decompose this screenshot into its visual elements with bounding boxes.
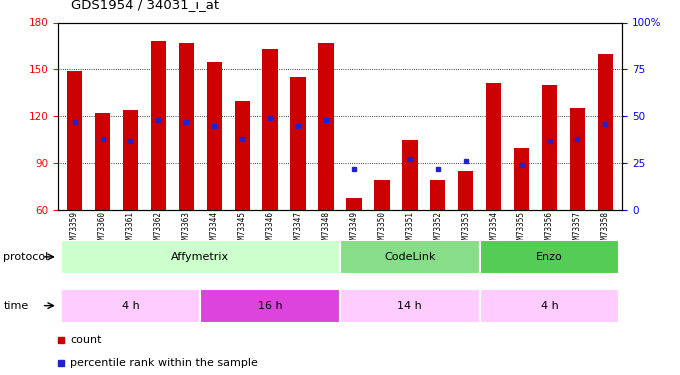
Bar xyxy=(598,54,613,210)
Text: 16 h: 16 h xyxy=(258,301,282,310)
Bar xyxy=(290,77,306,210)
Bar xyxy=(402,140,418,210)
Bar xyxy=(262,49,278,210)
Bar xyxy=(67,71,82,210)
Bar xyxy=(61,240,340,274)
Bar xyxy=(151,41,166,210)
Text: percentile rank within the sample: percentile rank within the sample xyxy=(70,358,258,368)
Bar xyxy=(430,180,445,210)
Bar xyxy=(61,289,201,322)
Bar xyxy=(179,43,194,210)
Bar xyxy=(570,108,585,210)
Text: count: count xyxy=(70,335,102,345)
Bar xyxy=(123,110,138,210)
Text: time: time xyxy=(3,301,29,310)
Text: GDS1954 / 34031_i_at: GDS1954 / 34031_i_at xyxy=(71,0,220,11)
Bar xyxy=(479,240,619,274)
Bar xyxy=(95,113,110,210)
Text: 4 h: 4 h xyxy=(122,301,139,310)
Bar xyxy=(201,289,340,322)
Bar xyxy=(340,240,479,274)
Text: CodeLink: CodeLink xyxy=(384,252,436,262)
Text: Enzo: Enzo xyxy=(536,252,563,262)
Bar xyxy=(542,85,557,210)
Bar xyxy=(340,289,479,322)
Bar xyxy=(458,171,473,210)
Bar xyxy=(318,43,334,210)
Text: 14 h: 14 h xyxy=(398,301,422,310)
Bar xyxy=(235,100,250,210)
Text: protocol: protocol xyxy=(3,252,49,262)
Text: Affymetrix: Affymetrix xyxy=(171,252,229,262)
Bar xyxy=(479,289,619,322)
Bar xyxy=(514,147,529,210)
Bar xyxy=(374,180,390,210)
Bar xyxy=(346,198,362,210)
Bar xyxy=(486,84,501,210)
Bar xyxy=(207,62,222,210)
Text: 4 h: 4 h xyxy=(541,301,558,310)
